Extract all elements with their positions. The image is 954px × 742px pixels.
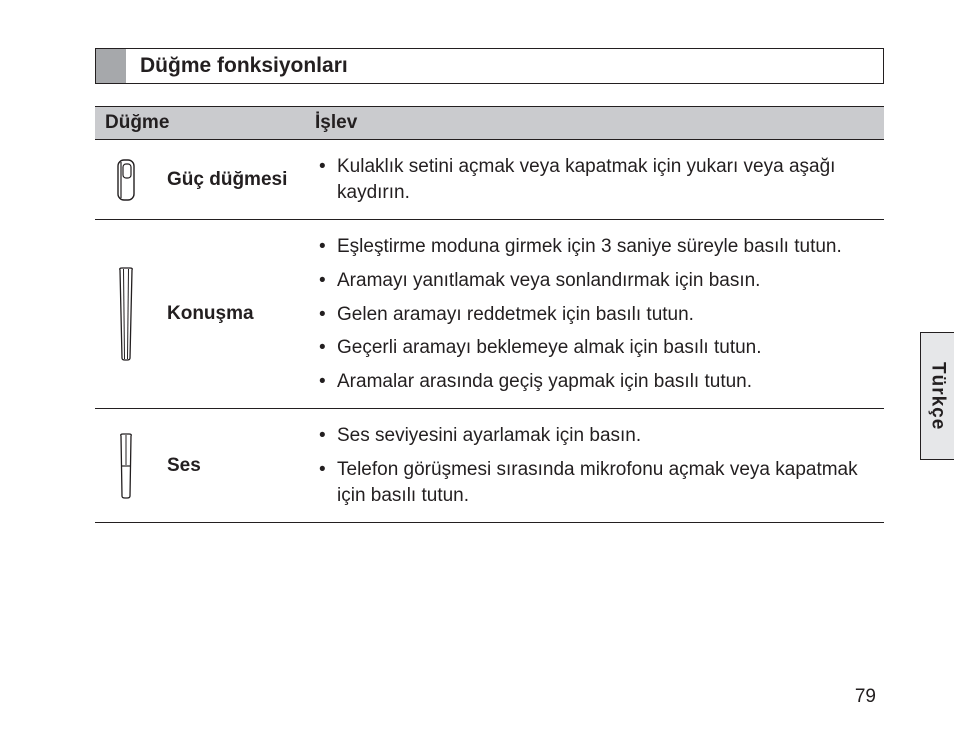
section-title: Düğme fonksiyonları [126,49,348,83]
section-header-accent [96,49,126,83]
volume-button-icon [95,409,157,523]
language-tab-label: Türkçe [927,362,949,430]
list-item: Aramalar arasında geçiş yapmak için bası… [315,365,874,399]
power-button-label: Güç düğmesi [157,140,305,220]
th-function: İşlev [305,107,884,140]
page-number: 79 [855,686,876,708]
talk-button-label: Konuşma [157,220,305,409]
th-button: Düğme [95,107,305,140]
list-item: Aramayı yanıtlamak veya sonlandırmak içi… [315,264,874,298]
table-row: Güç düğmesi Kulaklık setini açmak veya k… [95,140,884,220]
talk-button-icon [95,220,157,409]
list-item: Eşleştirme moduna girmek için 3 saniye s… [315,230,874,264]
list-item: Gelen aramayı reddetmek için basılı tutu… [315,298,874,332]
language-tab: Türkçe [920,332,954,460]
volume-button-functions: Ses seviyesini ayarlamak için basın. Tel… [305,409,884,523]
talk-button-functions: Eşleştirme moduna girmek için 3 saniye s… [305,220,884,409]
list-item: Geçerli aramayı beklemeye almak için bas… [315,331,874,365]
section-header: Düğme fonksiyonları [95,48,884,84]
power-button-icon [95,140,157,220]
list-item: Kulaklık setini açmak veya kapatmak için… [315,150,874,209]
button-functions-table: Düğme İşlev Güç düğmesi Kulaklık setini … [95,106,884,523]
table-row: Ses Ses seviyesini ayarlamak için basın.… [95,409,884,523]
table-row: Konuşma Eşleştirme moduna girmek için 3 … [95,220,884,409]
power-button-functions: Kulaklık setini açmak veya kapatmak için… [305,140,884,220]
list-item: Ses seviyesini ayarlamak için basın. [315,419,874,453]
list-item: Telefon görüşmesi sırasında mikrofonu aç… [315,453,874,512]
volume-button-label: Ses [157,409,305,523]
